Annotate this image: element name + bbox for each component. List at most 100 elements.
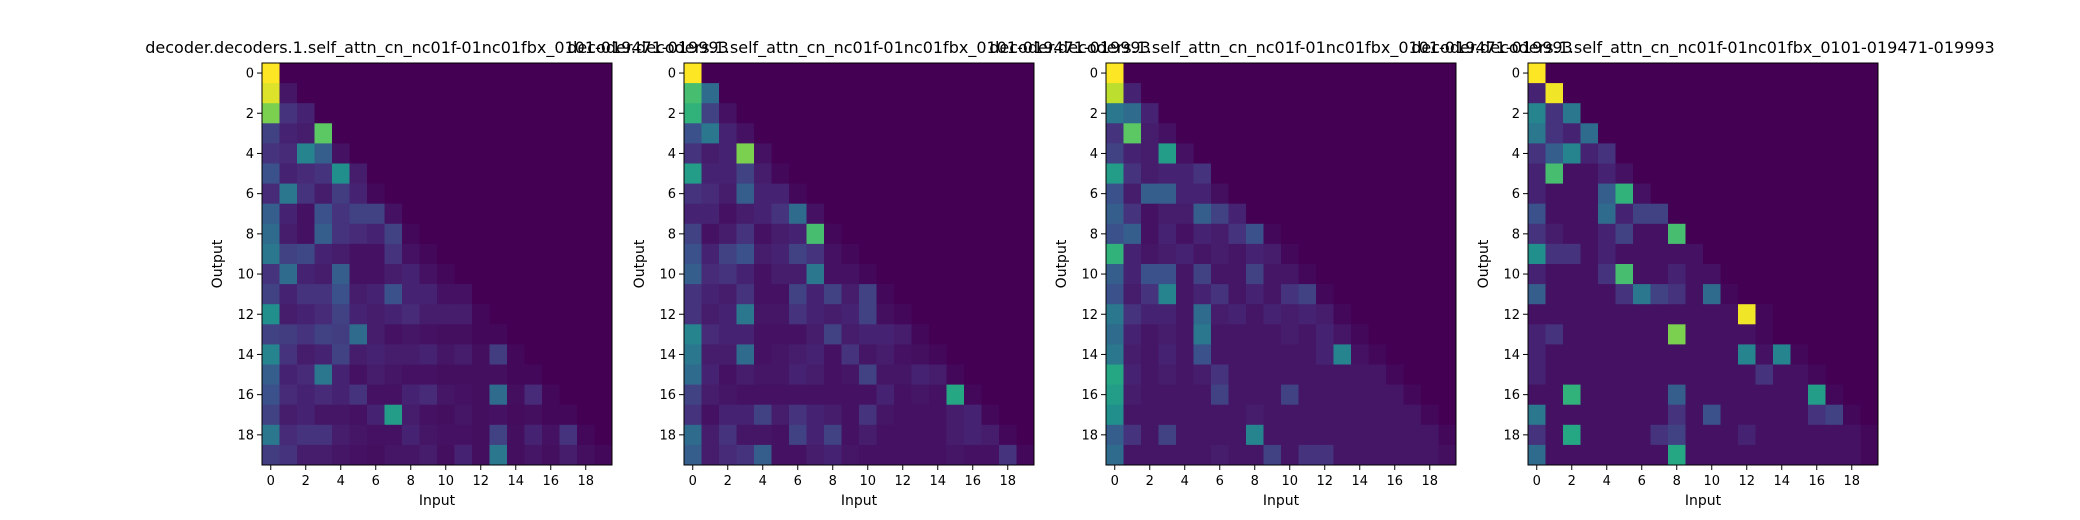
heatmap-cell: [876, 404, 895, 426]
heatmap-cell: [1281, 284, 1299, 305]
x-tick-label: 4: [1603, 474, 1611, 489]
heatmap-cell: [524, 324, 543, 345]
heatmap-cell: [1351, 364, 1369, 385]
heatmap-cell: [1825, 324, 1844, 345]
heatmap-cell: [736, 183, 755, 205]
heatmap-cell: [1633, 304, 1651, 325]
x-axis-label: Input: [841, 493, 878, 509]
y-tick-label: 10: [1081, 268, 1098, 283]
heatmap-cell: [1808, 404, 1826, 426]
heatmap-cell: [1615, 264, 1634, 285]
heatmap-cell: [1141, 183, 1159, 205]
heatmap-cell: [736, 304, 755, 325]
heatmap-cell: [419, 143, 438, 164]
y-tick-label: 18: [1503, 428, 1520, 443]
heatmap-cell: [402, 284, 420, 305]
heatmap-cell: [1598, 163, 1616, 184]
heatmap-cell: [1016, 284, 1035, 305]
heatmap-cell: [1123, 103, 1142, 124]
heatmap-cell: [1333, 63, 1352, 84]
heatmap-cell: [1403, 223, 1422, 245]
heatmap-cell: [771, 183, 790, 205]
heatmap-cell: [1016, 264, 1035, 285]
heatmap-cell: [279, 143, 298, 164]
heatmap-cell: [524, 103, 543, 124]
heatmap-cell: [1368, 163, 1387, 184]
heatmap-cell: [1421, 163, 1439, 184]
heatmap-cell: [1563, 344, 1581, 365]
heatmap-cell: [964, 143, 982, 164]
heatmap-cell: [1650, 304, 1669, 325]
heatmap-cell: [964, 304, 982, 325]
heatmap-cell: [1158, 264, 1177, 285]
heatmap-cell: [524, 203, 543, 225]
heatmap-cell: [771, 83, 790, 104]
y-tick-label: 10: [237, 268, 254, 283]
heatmap-cell: [1106, 404, 1124, 426]
heatmap-cell: [349, 63, 368, 84]
heatmap-cell: [1860, 444, 1879, 466]
heatmap-cell: [1720, 163, 1739, 184]
heatmap-cell: [454, 143, 473, 164]
heatmap-cell: [1281, 444, 1299, 466]
heatmap-cell: [719, 203, 737, 225]
heatmap-cell: [384, 424, 403, 446]
heatmap-cell: [1843, 143, 1861, 164]
heatmap-cell: [1016, 63, 1035, 84]
heatmap-cell: [262, 324, 280, 345]
heatmap-cell: [1790, 284, 1809, 305]
heatmap-cell: [981, 203, 1000, 225]
heatmap-cell: [507, 404, 525, 426]
heatmap-cell: [964, 284, 982, 305]
heatmap-cell: [736, 264, 755, 285]
heatmap-cell: [1141, 123, 1159, 144]
heatmap-cell: [437, 143, 455, 164]
heatmap-cell: [841, 364, 860, 385]
heatmap-cell: [1281, 203, 1299, 225]
heatmap-cell: [1860, 384, 1879, 406]
x-tick-label: 10: [437, 474, 454, 489]
heatmap-cell: [454, 103, 473, 124]
heatmap-cell: [1563, 424, 1581, 446]
heatmap-cell: [701, 103, 720, 124]
heatmap-cell: [1421, 243, 1439, 265]
x-tick-label: 6: [1638, 474, 1646, 489]
heatmap-cell: [1176, 123, 1194, 144]
heatmap-cell: [701, 364, 720, 385]
heatmap-cell: [1263, 404, 1282, 426]
heatmap-cell: [367, 364, 385, 385]
heatmap-cell: [1298, 424, 1317, 446]
heatmap-cell: [1528, 103, 1546, 124]
heatmap-cell: [981, 163, 1000, 184]
heatmap-cell: [1633, 163, 1651, 184]
heatmap-cell: [577, 183, 595, 205]
heatmap-cell: [1123, 223, 1142, 245]
heatmap-cell: [349, 243, 368, 265]
heatmap-cell: [454, 183, 473, 205]
heatmap-cell: [894, 183, 912, 205]
heatmap-cell: [1123, 123, 1142, 144]
heatmap-cell: [1650, 103, 1669, 124]
heatmap-cell: [1738, 424, 1756, 446]
heatmap-cell: [1158, 123, 1177, 144]
heatmap-cell: [1720, 424, 1739, 446]
heatmap-cell: [789, 83, 807, 104]
heatmap-cell: [1843, 63, 1861, 84]
heatmap-cell: [1580, 424, 1599, 446]
heatmap-cell: [472, 364, 490, 385]
heatmap-cell: [577, 264, 595, 285]
x-tick-label: 4: [759, 474, 767, 489]
heatmap-cell: [1106, 183, 1124, 205]
heatmap-cell: [1615, 424, 1634, 446]
heatmap-cell: [771, 384, 790, 406]
heatmap-cell: [1598, 424, 1616, 446]
y-tick-label: 8: [1090, 227, 1098, 242]
heatmap-cell: [1808, 264, 1826, 285]
heatmap-cell: [1141, 324, 1159, 345]
heatmap-cell: [1298, 243, 1317, 265]
heatmap-cell: [736, 424, 755, 446]
heatmap-cell: [472, 284, 490, 305]
heatmap-cell: [1403, 304, 1422, 325]
heatmap-cell: [754, 424, 772, 446]
heatmap-cell: [1368, 83, 1387, 104]
